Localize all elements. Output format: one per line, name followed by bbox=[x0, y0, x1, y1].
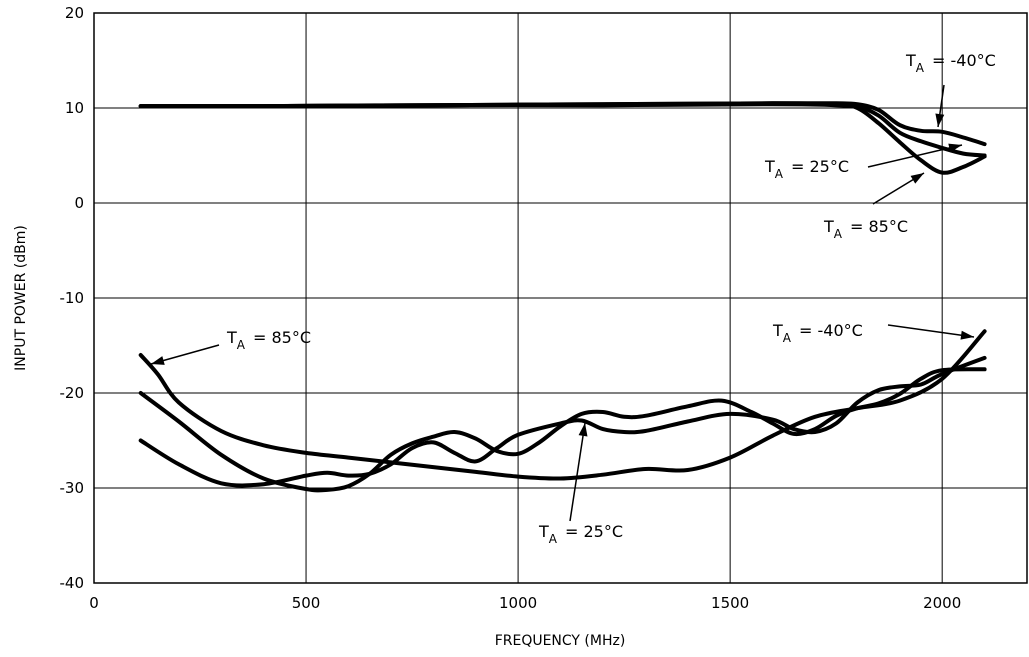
plot-frame bbox=[93, 12, 1028, 584]
annotation-top-85: TA = 85°C bbox=[823, 217, 908, 241]
y-axis-label: INPUT POWER (dBm) bbox=[13, 225, 29, 371]
series-layer bbox=[138, 101, 987, 493]
y-tick-label: -40 bbox=[60, 574, 85, 592]
series-line-6 bbox=[138, 355, 987, 488]
annotation-bottom-minus40: TA = -40°C bbox=[772, 321, 863, 345]
svg-text:TA= -40°C: TA = -40°C bbox=[772, 321, 863, 345]
arrow-bottom-minus40 bbox=[887, 324, 975, 340]
svg-text:TA= 85°C: TA = 85°C bbox=[226, 328, 311, 352]
annotation-bottom-25: TA = 25°C bbox=[538, 522, 623, 546]
x-tick-label: 1000 bbox=[499, 594, 537, 612]
series-line-5 bbox=[138, 367, 987, 493]
annotation-top-25: TA = 25°C bbox=[764, 157, 849, 181]
annotation-arrows bbox=[150, 84, 975, 522]
x-tick-label: 0 bbox=[89, 594, 99, 612]
annotation-top-minus40: TA = -40°C bbox=[905, 51, 996, 75]
y-tick-label: 0 bbox=[74, 194, 84, 212]
series-line-2 bbox=[138, 101, 987, 158]
y-tick-label: -10 bbox=[60, 289, 85, 307]
series-line-3 bbox=[138, 102, 987, 175]
x-axis-label: FREQUENCY (MHz) bbox=[495, 633, 626, 649]
y-tick-label: 20 bbox=[65, 4, 84, 22]
annotation-bottom-85: TA = 85°C bbox=[226, 328, 311, 352]
series-line-4 bbox=[138, 329, 987, 481]
svg-text:TA= 85°C: TA = 85°C bbox=[823, 217, 908, 241]
svg-text:TA= 25°C: TA = 25°C bbox=[764, 157, 849, 181]
y-tick-label: -30 bbox=[60, 479, 85, 497]
arrow-bottom-25 bbox=[569, 422, 588, 522]
arrow-top-85 bbox=[872, 172, 925, 205]
arrow-bottom-85 bbox=[150, 344, 220, 365]
x-tick-label: 1500 bbox=[711, 594, 749, 612]
grid-lines bbox=[93, 12, 1027, 584]
svg-text:TA= 25°C: TA = 25°C bbox=[538, 522, 623, 546]
arrow-top-minus40 bbox=[935, 84, 945, 128]
x-tick-label: 2000 bbox=[923, 594, 961, 612]
svg-text:TA= -40°C: TA = -40°C bbox=[905, 51, 996, 75]
arrow-top-25 bbox=[867, 143, 963, 168]
y-tick-label: 10 bbox=[65, 99, 84, 117]
y-tick-label: -20 bbox=[60, 384, 85, 402]
tick-labels: 0 500 1000 1500 2000 -40 -30 -20 -10 0 10 20 bbox=[60, 4, 962, 612]
x-tick-label: 500 bbox=[292, 594, 321, 612]
